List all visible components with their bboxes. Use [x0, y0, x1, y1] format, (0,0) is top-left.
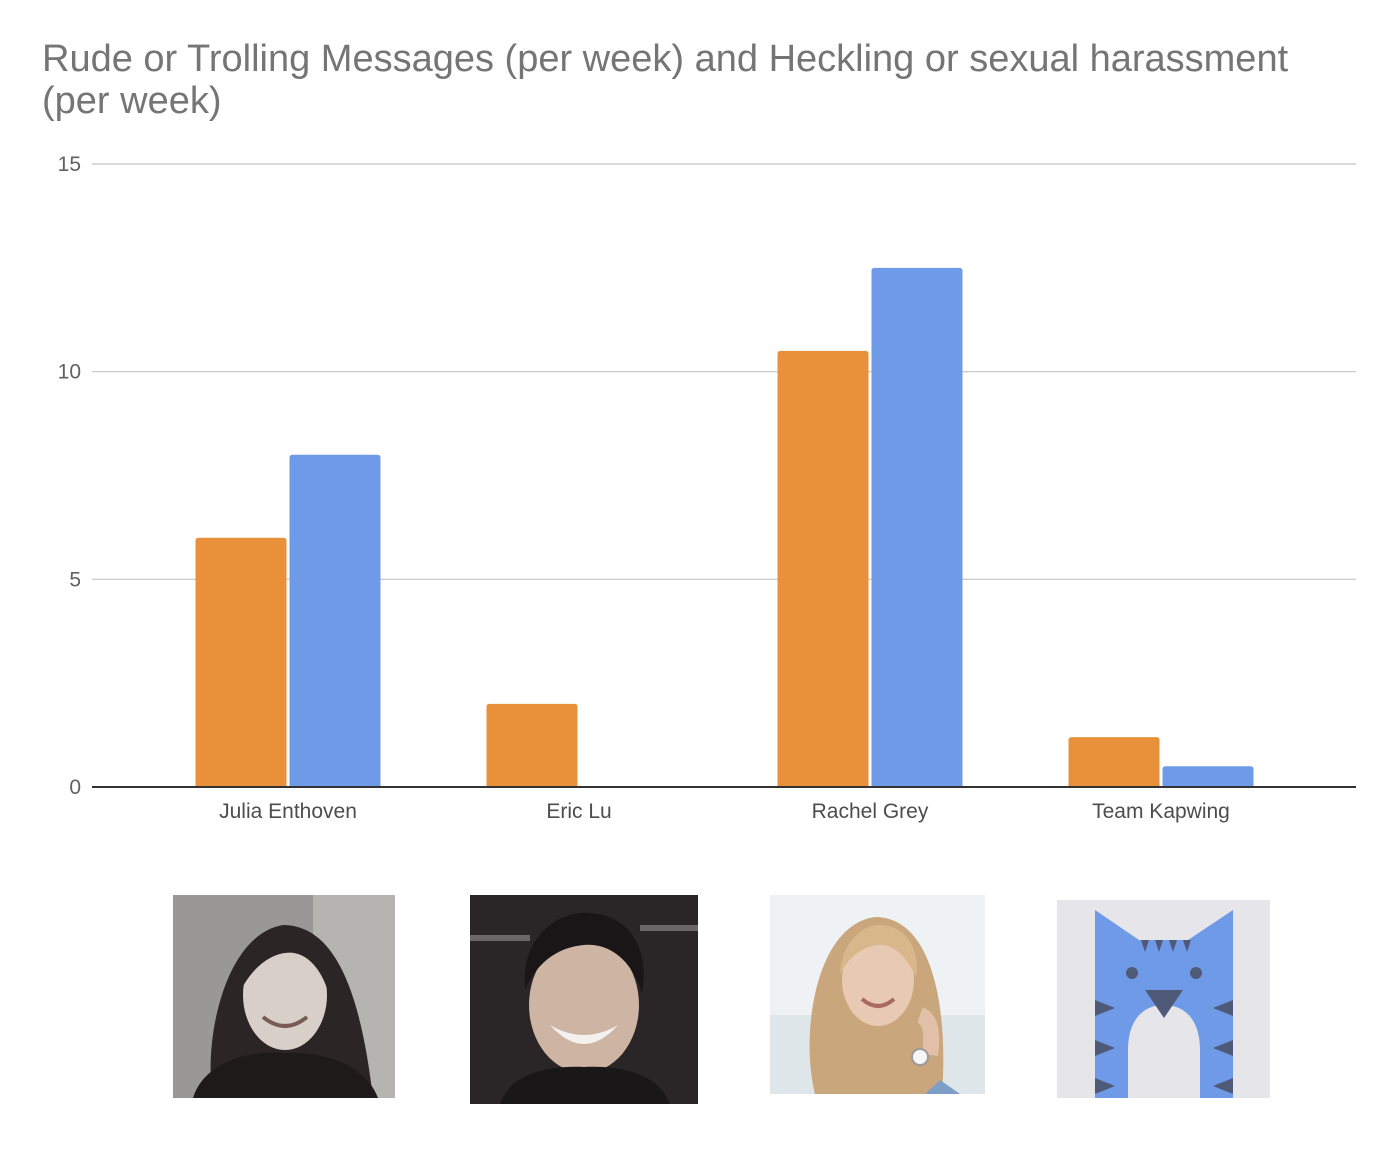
photo-eric	[470, 895, 698, 1104]
gridlines	[92, 163, 1356, 580]
photo-team-kapwing	[1057, 900, 1270, 1098]
x-category-label: Julia Enthoven	[219, 800, 357, 823]
x-category-label: Team Kapwing	[1092, 800, 1230, 823]
x-category-label: Eric Lu	[546, 800, 611, 823]
portrait-woman-blonde-icon	[770, 895, 985, 1094]
y-tick-label: 15	[58, 153, 81, 176]
photo-rachel	[770, 895, 985, 1094]
bar	[1068, 737, 1160, 787]
chart-title: Rude or Trolling Messages (per week) and…	[42, 38, 1289, 122]
bars	[195, 267, 1254, 787]
bar	[195, 537, 287, 787]
y-tick-label: 10	[58, 361, 81, 384]
photo-julia	[173, 895, 395, 1098]
bar	[871, 267, 963, 787]
y-tick-label: 5	[69, 568, 81, 591]
y-tick-label: 0	[69, 776, 81, 799]
bar	[777, 350, 869, 787]
x-category-label: Rachel Grey	[812, 800, 929, 823]
bar-chart: 0 5 10 15 Julia Enthoven Eric Lu Rachel Grey Te…	[58, 153, 1356, 823]
axes: 0 5 10 15 Julia Enthoven Eric Lu Rachel Grey Te…	[58, 153, 1356, 823]
bar	[1162, 766, 1254, 787]
kapwing-cat-logo-icon	[1057, 900, 1270, 1098]
portrait-woman-dark-hair-icon	[173, 895, 395, 1098]
bar	[486, 703, 578, 787]
bar	[289, 454, 381, 787]
portrait-man-smiling-icon	[470, 895, 698, 1104]
